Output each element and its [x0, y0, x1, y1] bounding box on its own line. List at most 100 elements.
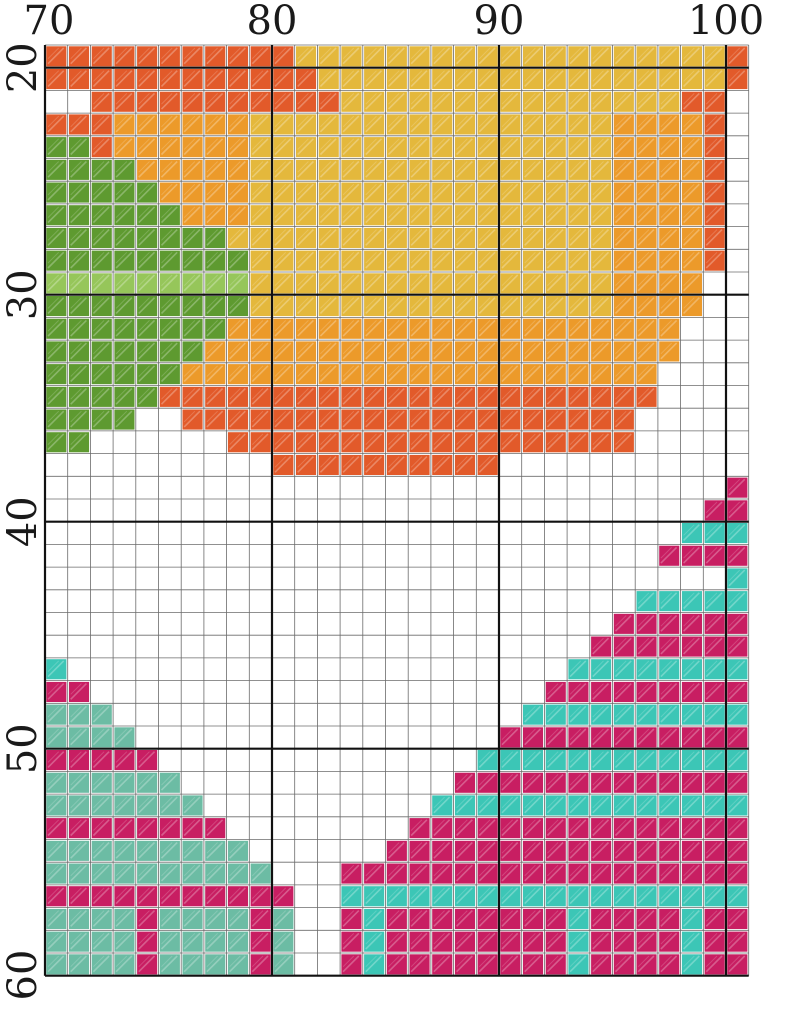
stitch-cell [727, 659, 748, 680]
stitch-cell [568, 750, 589, 771]
stitch-cell [591, 659, 612, 680]
stitch-cell [613, 114, 634, 135]
stitch-cell [409, 409, 430, 430]
stitch-cell [636, 727, 657, 748]
stitch-cell [477, 908, 498, 929]
stitch-cell [523, 432, 544, 453]
stitch-cell [205, 931, 226, 952]
stitch-cell [250, 227, 271, 248]
stitch-cell [727, 704, 748, 725]
stitch-cell [591, 46, 612, 67]
stitch-cell [159, 227, 180, 248]
stitch-cell [114, 69, 135, 90]
stitch-cell [704, 205, 725, 226]
stitch-cell [91, 818, 112, 839]
stitch-cell [409, 318, 430, 339]
stitch-cell [159, 205, 180, 226]
stitch-cell [114, 182, 135, 203]
stitch-cell [681, 659, 702, 680]
stitch-cell [681, 159, 702, 180]
stitch-cell [250, 159, 271, 180]
stitch-cell [159, 250, 180, 271]
stitch-cell [523, 91, 544, 112]
stitch-cell [545, 227, 566, 248]
stitch-cell [386, 46, 407, 67]
stitch-cell [182, 818, 203, 839]
stitch-cell [500, 432, 521, 453]
stitch-cell [409, 886, 430, 907]
stitch-cell [432, 318, 453, 339]
stitch-cell [613, 341, 634, 362]
stitch-cell [545, 46, 566, 67]
stitch-cell [341, 250, 362, 271]
stitch-cell [523, 750, 544, 771]
stitch-cell [46, 840, 67, 861]
stitch-cell [386, 227, 407, 248]
stitch-cell [727, 636, 748, 657]
stitch-cell [182, 386, 203, 407]
stitch-cell [545, 137, 566, 158]
stitch-cell [591, 727, 612, 748]
stitch-cell [591, 795, 612, 816]
stitch-cell [318, 250, 339, 271]
stitch-cell [341, 296, 362, 317]
stitch-cell [727, 545, 748, 566]
stitch-cell [182, 296, 203, 317]
stitch-cell [523, 772, 544, 793]
stitch-cell [591, 636, 612, 657]
stitch-cell [545, 182, 566, 203]
stitch-cell [727, 69, 748, 90]
stitch-cell [296, 341, 317, 362]
stitch-cell [364, 114, 385, 135]
stitch-cell [454, 205, 475, 226]
stitch-cell [568, 886, 589, 907]
stitch-cell [114, 954, 135, 975]
stitch-cell [591, 137, 612, 158]
stitch-cell [636, 795, 657, 816]
stitch-cell [205, 182, 226, 203]
column-label-100: 100 [688, 0, 764, 44]
stitch-cell [545, 863, 566, 884]
stitch-cell [91, 341, 112, 362]
stitch-cell [704, 954, 725, 975]
stitch-cell [318, 386, 339, 407]
stitch-cell [659, 341, 680, 362]
stitch-cell [523, 296, 544, 317]
stitch-cell [591, 681, 612, 702]
stitch-cell [46, 296, 67, 317]
stitch-cell [386, 954, 407, 975]
stitch-cell [454, 137, 475, 158]
stitch-cell [182, 91, 203, 112]
stitch-cell [659, 908, 680, 929]
stitch-cell [591, 772, 612, 793]
stitch-cell [477, 954, 498, 975]
stitch-cell [114, 727, 135, 748]
stitch-cell [137, 296, 158, 317]
stitch-cell [159, 296, 180, 317]
stitch-cell [114, 318, 135, 339]
stitch-cell [659, 681, 680, 702]
stitch-cell [681, 114, 702, 135]
stitch-cell [432, 159, 453, 180]
stitch-cell [477, 454, 498, 475]
stitch-cell [545, 250, 566, 271]
stitch-cell [205, 250, 226, 271]
stitch-cell [545, 409, 566, 430]
stitch-cell [523, 182, 544, 203]
stitch-cell [114, 364, 135, 385]
stitch-cell [341, 409, 362, 430]
stitch-cell [137, 273, 158, 294]
stitch-cell [568, 159, 589, 180]
stitch-cell [523, 69, 544, 90]
stitch-cell [46, 318, 67, 339]
stitch-cell [46, 750, 67, 771]
stitch-cell [727, 46, 748, 67]
stitch-cell [727, 908, 748, 929]
stitch-cell [477, 159, 498, 180]
stitch-cell [227, 954, 248, 975]
stitch-cell [159, 364, 180, 385]
stitch-cell [114, 341, 135, 362]
stitch-cell [91, 772, 112, 793]
stitch-cell [613, 931, 634, 952]
stitch-cell [182, 840, 203, 861]
